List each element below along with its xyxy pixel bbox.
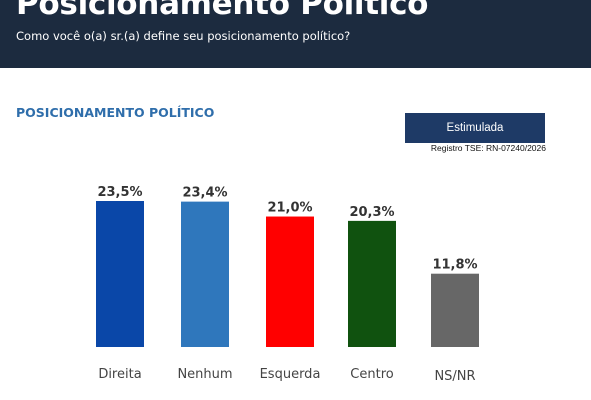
registry-note: Registro TSE: RN-07240/2026 (430, 143, 546, 153)
bar-centro (348, 220, 396, 347)
category-label: NS/NR (434, 369, 475, 384)
category-label: Centro (350, 367, 393, 382)
bar-esquerda (266, 216, 314, 347)
bar-direita (96, 201, 144, 347)
value-label: 23,5% (97, 185, 142, 200)
section-title: POSICIONAMENTO POLÍTICO (16, 105, 215, 120)
bar-nenhum (181, 201, 229, 347)
value-label: 20,3% (349, 205, 394, 220)
page-title: Posicionamento Político (16, 0, 429, 22)
page-subtitle: Como você o(a) sr.(a) define seu posicio… (16, 29, 351, 43)
bar-ns-nr (431, 273, 479, 347)
stimulated-badge: Estimulada (405, 113, 545, 143)
category-label: Direita (98, 367, 141, 382)
category-label: Esquerda (260, 367, 321, 382)
category-label: Nenhum (177, 367, 232, 382)
value-label: 11,8% (432, 258, 477, 273)
value-label: 21,0% (267, 201, 312, 216)
value-label: 23,4% (182, 186, 227, 201)
header-banner: Posicionamento Político Como você o(a) s… (0, 0, 591, 68)
